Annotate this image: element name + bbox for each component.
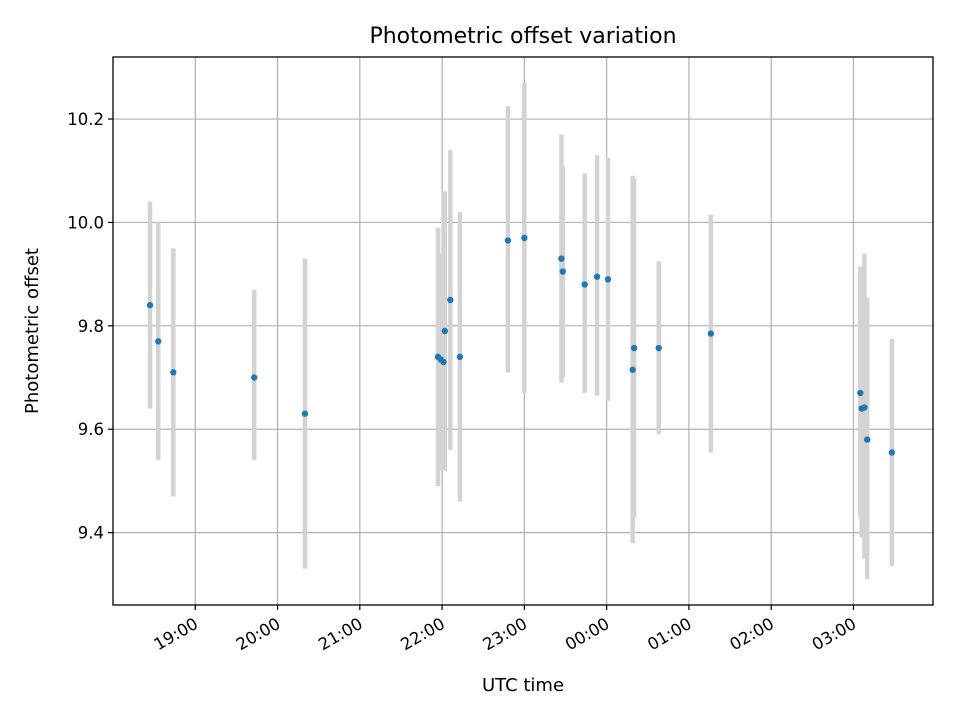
chart-title: Photometric offset variation <box>369 24 676 49</box>
x-tick-label: 23:00 <box>480 614 531 654</box>
y-tick-label: 9.4 <box>78 524 104 543</box>
x-tick-label: 20:00 <box>233 614 284 654</box>
data-point <box>630 344 638 352</box>
data-point <box>441 327 449 335</box>
data-point <box>521 234 528 242</box>
data-point <box>440 358 447 366</box>
x-tick-label: 19:00 <box>151 614 202 654</box>
data-point <box>251 374 258 381</box>
data-point <box>707 330 715 337</box>
data-point <box>170 369 177 376</box>
point-layer <box>146 234 896 456</box>
x-tick-label: 02:00 <box>727 614 778 654</box>
y-tick-label: 10.0 <box>67 213 104 232</box>
errorbar-layer <box>147 82 895 580</box>
data-point <box>456 353 464 361</box>
data-point <box>655 344 662 352</box>
y-tick-label: 9.8 <box>78 317 104 336</box>
data-point <box>604 276 612 283</box>
data-point <box>888 449 896 456</box>
data-point <box>301 410 309 417</box>
data-point <box>447 296 454 304</box>
data-point <box>857 389 864 397</box>
data-point <box>558 255 565 262</box>
data-point <box>629 366 636 373</box>
data-point <box>155 338 162 345</box>
x-tick-label: 21:00 <box>315 614 366 654</box>
tick-layer: 19:00 20:00 21:00 22:00 23:00 00:00 01:00 02:00… <box>67 110 859 654</box>
x-tick-label: 03:00 <box>809 614 860 654</box>
x-tick-label: 22:00 <box>397 614 448 654</box>
y-tick-label: 9.6 <box>78 420 104 439</box>
x-tick-label: 01:00 <box>644 614 695 654</box>
y-tick-label: 10.2 <box>67 110 104 129</box>
data-point <box>559 268 566 275</box>
x-axis-label: UTC time <box>482 675 564 696</box>
data-point <box>504 237 512 244</box>
data-point <box>593 273 601 280</box>
plot-frame <box>112 56 934 606</box>
data-point <box>146 301 154 309</box>
data-point <box>861 404 868 411</box>
y-axis-label: Photometric offset <box>22 248 43 414</box>
data-point <box>581 281 588 288</box>
x-tick-label: 00:00 <box>562 614 613 654</box>
data-point <box>863 436 871 443</box>
